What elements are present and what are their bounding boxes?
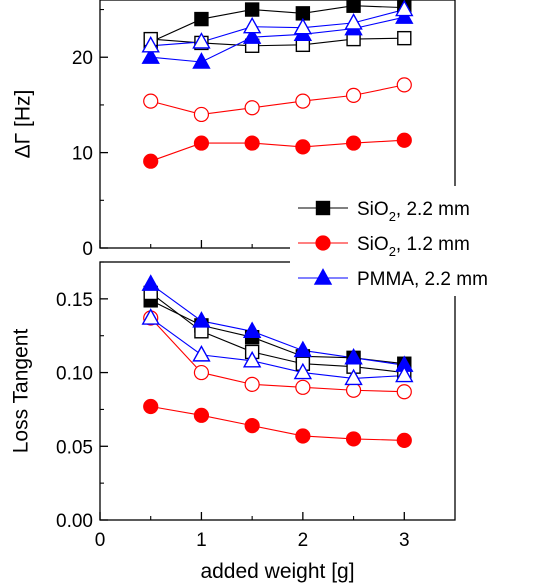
top-y-tick-label: 0 (82, 239, 93, 260)
bot-series-line-3 (150, 317, 405, 393)
bot-data-point (396, 432, 412, 448)
bot-data-point (141, 274, 160, 291)
bot-y-tick-label: 0.10 (56, 364, 93, 385)
top-data-point (396, 77, 412, 93)
bot-data-point (141, 308, 160, 325)
top-data-point (143, 153, 159, 169)
bot-data-point (293, 362, 313, 380)
top-data-point (244, 100, 260, 116)
bot-data-point (293, 340, 313, 358)
bot-series-line-5 (150, 317, 405, 380)
top-series-line-4 (150, 16, 405, 63)
bot-series-line-1 (150, 292, 405, 374)
bot-data-point (143, 398, 159, 415)
top-y-tick-label: 20 (72, 48, 93, 69)
top-data-point (242, 27, 262, 44)
bot-data-point (295, 379, 311, 395)
bot-data-point (344, 368, 363, 386)
top-data-point (295, 139, 311, 155)
top-data-point (244, 2, 260, 17)
top-data-point (141, 47, 160, 64)
bottom-plot-frame (99, 261, 456, 521)
legend-label: SiO2, 1.2 mm (357, 234, 470, 259)
top-panel: 0 10 20 ΔΓ [Hz] (11, 0, 456, 260)
bottom-panel: 0.00 0.05 0.10 0.15 0 1 2 3 Loss Tangent added … (9, 261, 456, 583)
bot-data-point (345, 431, 362, 447)
top-data-point (344, 13, 363, 30)
bottom-ticks: 0.00 0.05 0.10 0.15 0 1 2 3 (56, 261, 410, 551)
top-data-point (192, 52, 211, 69)
top-data-point (193, 135, 210, 151)
x-tick-label: 1 (196, 530, 207, 551)
top-series-line-5 (150, 9, 405, 47)
top-y-axis-title: ΔΓ [Hz] (11, 90, 34, 159)
bot-data-point (193, 407, 210, 423)
bot-y-tick-label: 0.00 (56, 511, 93, 532)
top-data-point (242, 16, 262, 34)
bottom-series-group (141, 274, 414, 448)
top-data-point (397, 30, 412, 46)
top-data-point (141, 35, 160, 53)
bot-series-line-4 (150, 283, 405, 366)
top-data-point (295, 93, 311, 109)
top-data-point (143, 93, 159, 109)
top-data-point (345, 87, 362, 103)
legend-marker (315, 200, 331, 216)
bot-data-point (295, 428, 311, 444)
bot-y-tick-label: 0.05 (56, 437, 93, 458)
bot-series-line-2 (150, 405, 405, 441)
x-tick-label: 2 (298, 530, 309, 551)
top-data-point (244, 135, 260, 151)
legend-label: PMMA, 2.2 mm (357, 269, 488, 290)
bottom-y-axis-title: Loss Tangent (9, 329, 32, 454)
top-data-point (293, 17, 313, 35)
legend-label: SiO2, 2.2 mm (357, 199, 470, 224)
bot-data-point (192, 311, 211, 328)
x-axis-title: added weight [g] (200, 560, 354, 583)
bot-data-point (192, 345, 211, 362)
bot-data-point (242, 321, 262, 338)
legend: SiO2, 2.2 mm SiO2, 1.2 mm PMMA, 2.2 mm (290, 186, 488, 296)
top-plot-frame (99, 0, 456, 249)
top-series-line-3 (150, 84, 405, 116)
bot-data-point (244, 418, 260, 434)
bot-data-point (244, 376, 260, 392)
bot-data-point (395, 365, 414, 383)
bot-series-line-0 (150, 299, 405, 365)
top-data-point (193, 106, 210, 123)
legend-marker (313, 268, 333, 285)
x-tick-label: 0 (95, 530, 106, 551)
top-data-point (345, 135, 362, 151)
top-y-tick-label: 10 (72, 144, 93, 165)
bot-y-tick-label: 0.15 (56, 290, 93, 311)
top-series-line-0 (150, 5, 405, 43)
legend-marker (315, 235, 331, 251)
top-series-line-1 (150, 37, 405, 47)
top-data-point (395, 0, 414, 17)
top-y-ticks: 0 10 20 (72, 8, 405, 260)
bot-data-point (345, 382, 362, 398)
top-series-line-2 (150, 139, 405, 162)
bot-data-point (396, 384, 412, 400)
top-series-group (141, 0, 414, 169)
bot-data-point (344, 347, 363, 365)
top-data-point (396, 132, 412, 148)
bot-data-point (242, 350, 262, 368)
top-data-point (346, 0, 361, 13)
x-tick-label: 3 (399, 530, 410, 551)
bot-data-point (193, 364, 210, 381)
top-data-point (192, 32, 211, 49)
top-data-point (194, 11, 209, 27)
